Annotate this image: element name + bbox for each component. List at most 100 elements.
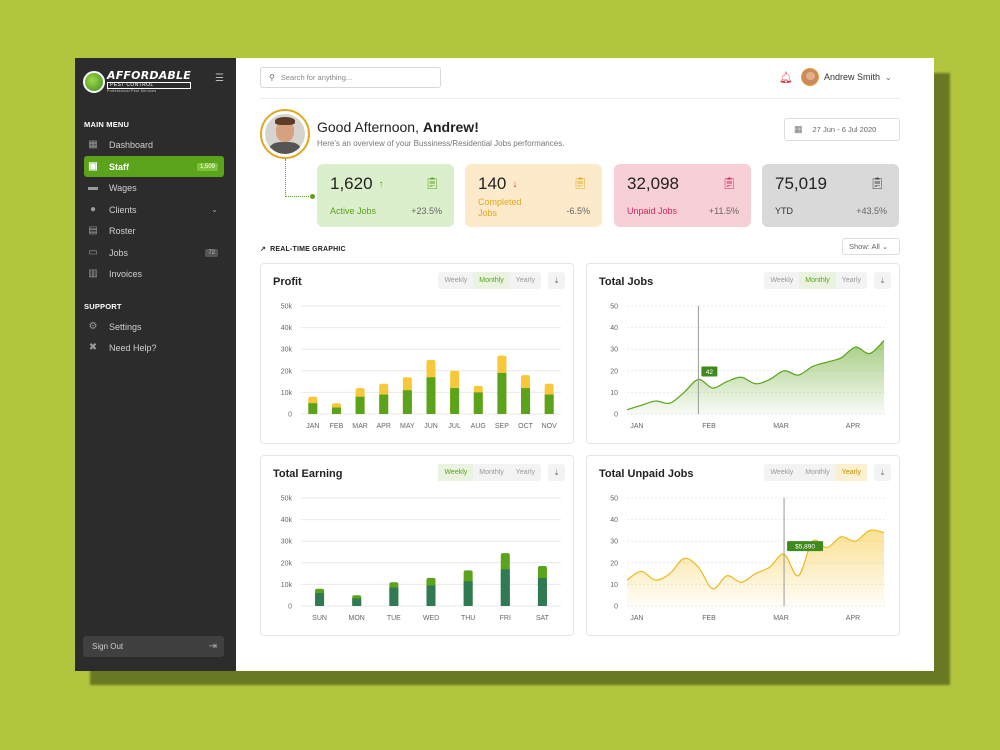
y-tick-label: 10k	[281, 390, 293, 397]
download-icon[interactable]: ⤓	[548, 272, 565, 289]
area-fill	[627, 340, 884, 414]
stat-card-completed-jobs[interactable]: 140 ↓ 📋︎ Completed Jobs -6.5%	[465, 164, 602, 227]
dashboard-icon: ▦	[88, 139, 98, 150]
stat-label: Completed Jobs	[478, 197, 522, 219]
bar-base-tue[interactable]	[389, 587, 399, 606]
sidebar-item-invoices[interactable]: ▥ Invoices	[84, 263, 224, 284]
bar-base-apr[interactable]	[379, 394, 389, 414]
logout-icon: ⇥	[208, 641, 217, 652]
chart-svg: 0 10 20 30 40 50 JAN FEB MAR APR 42	[610, 304, 887, 430]
x-tick-label: APR	[846, 615, 860, 622]
sidebar-item-wages[interactable]: ▬ Wages	[84, 177, 224, 198]
bar-base-jan[interactable]	[308, 403, 318, 414]
tab-monthly[interactable]: Monthly	[479, 469, 504, 476]
app-window: AFFORDABLE PEST CONTROL Professional Pes…	[75, 58, 934, 671]
x-tick-label: APR	[377, 423, 391, 430]
staff-badge-icon: ▣	[88, 161, 98, 172]
bar-base-wed[interactable]	[426, 585, 436, 606]
menu-toggle-icon[interactable]: ☰	[215, 73, 224, 84]
stat-label: YTD	[775, 206, 793, 216]
sidebar-item-roster[interactable]: ▤ Roster	[84, 220, 224, 241]
search-input[interactable]: ⚲ Search for anything...	[260, 67, 441, 88]
tab-yearly[interactable]: Yearly	[515, 469, 535, 476]
chart-title: Profit	[273, 276, 302, 288]
download-icon[interactable]: ⤓	[548, 464, 565, 481]
chart-title: Total Jobs	[599, 276, 654, 288]
bar-base-fri[interactable]	[500, 569, 510, 606]
sidebar-item-jobs[interactable]: ▭ Jobs 72	[84, 242, 224, 263]
search-icon: ⚲	[269, 73, 275, 82]
download-icon[interactable]: ⤓	[874, 464, 891, 481]
tab-monthly[interactable]: Monthly	[799, 272, 836, 289]
calendar-icon: ▦	[794, 124, 803, 134]
y-tick-label: 40	[610, 325, 618, 332]
bar-base-oct[interactable]	[521, 388, 531, 414]
sidebar-item-settings[interactable]: ⚙ Settings	[84, 316, 224, 337]
stat-card-ytd[interactable]: 75,019 📋︎ YTD +43.5%	[762, 164, 899, 227]
roster-icon: ▤	[88, 225, 98, 236]
sidebar-item-label: Staff	[109, 161, 129, 172]
user-menu[interactable]: Andrew Smith ⌄	[801, 68, 892, 86]
bar-base-may[interactable]	[402, 390, 412, 414]
stat-card-unpaid-jobs[interactable]: 32,098 📋︎ Unpaid Jobs +11.5%	[614, 164, 751, 227]
sign-out-button[interactable]: Sign Out ⇥	[83, 636, 224, 657]
tab-yearly[interactable]: Yearly	[835, 464, 867, 481]
bar-base-sun[interactable]	[315, 593, 325, 606]
y-tick-label: 20	[610, 560, 618, 567]
chart-card-total-jobs: Total Jobs Weekly Monthly Yearly ⤓ 0 10 20 30 40 5…	[586, 263, 900, 444]
chart-card-total-earning: Total Earning Weekly Monthly Yearly ⤓ 0 10k 20k…	[260, 455, 574, 636]
download-icon[interactable]: ⤓	[874, 272, 891, 289]
main-content: ⚲ Search for anything... 🔔︎ Andrew Smith…	[236, 58, 934, 671]
show-filter-select[interactable]: Show: All ⌄	[842, 238, 900, 255]
x-tick-label: MAY	[400, 423, 415, 430]
y-tick-label: 10	[610, 390, 618, 397]
company-logo[interactable]: AFFORDABLE PEST CONTROL Professional Pes…	[83, 66, 193, 98]
bar-base-jun[interactable]	[426, 377, 436, 414]
series-line[interactable]	[626, 340, 885, 411]
series-line[interactable]	[626, 529, 885, 590]
tab-yearly[interactable]: Yearly	[515, 277, 535, 284]
bar-base-sep[interactable]	[497, 372, 507, 414]
x-tick-label: JAN	[630, 423, 643, 430]
tab-weekly[interactable]: Weekly	[770, 277, 794, 284]
bar-base-sat[interactable]	[537, 577, 547, 606]
bar-base-feb[interactable]	[331, 407, 341, 414]
bar-base-aug[interactable]	[473, 392, 483, 414]
tab-monthly[interactable]: Monthly	[473, 272, 510, 289]
chart-card-total-unpaid-jobs: Total Unpaid Jobs Weekly Monthly Yearly ⤓ 0 10…	[586, 455, 900, 636]
briefcase-icon: ▭	[88, 247, 98, 258]
sidebar-item-label: Roster	[109, 225, 136, 236]
period-tabs: Weekly Monthly Yearly	[438, 464, 541, 481]
tab-weekly[interactable]: Weekly	[438, 464, 474, 481]
bar-base-mar[interactable]	[355, 396, 365, 414]
date-range-picker[interactable]: ▦ 27 Jun - 6 Jul 2020	[784, 118, 900, 141]
notification-bell-icon[interactable]: 🔔︎	[779, 72, 793, 84]
tab-weekly[interactable]: Weekly	[770, 469, 794, 476]
bar-base-jul[interactable]	[450, 388, 460, 414]
tab-monthly[interactable]: Monthly	[805, 469, 830, 476]
sidebar-item-clients[interactable]: ● Clients ⌄	[84, 199, 224, 220]
arrow-up-icon: ↑	[378, 178, 384, 190]
chart-title: Total Earning	[273, 468, 343, 480]
sidebar-item-help[interactable]: ✖ Need Help?	[84, 337, 224, 358]
sign-out-label: Sign Out	[92, 642, 124, 651]
bar-base-mon[interactable]	[352, 598, 362, 606]
greeting-title: Good Afternoon, Andrew!	[317, 119, 479, 135]
sidebar-item-dashboard[interactable]: ▦ Dashboard	[84, 134, 224, 155]
wallet-icon: ▬	[88, 182, 98, 193]
tab-weekly[interactable]: Weekly	[444, 277, 468, 284]
stat-card-active-jobs[interactable]: 1,620 ↑ 📋︎ Active Jobs +23.5%	[317, 164, 454, 227]
profile-photo[interactable]	[260, 109, 310, 159]
bar-base-nov[interactable]	[544, 394, 554, 414]
sidebar-item-staff[interactable]: ▣ Staff 1,509	[84, 156, 224, 177]
x-tick-label: FEB	[702, 615, 716, 622]
period-tabs: Weekly Monthly Yearly	[764, 464, 867, 481]
logo-sub-text: PEST CONTROL	[107, 82, 191, 90]
chevron-down-icon[interactable]: ⌄	[211, 205, 218, 214]
bar-base-thu[interactable]	[463, 581, 473, 606]
tab-yearly[interactable]: Yearly	[841, 277, 861, 284]
clipboard-clock-icon: 📋︎	[424, 176, 440, 190]
chart-svg: 0 10 20 30 40 50 JAN FEB MAR APR $5,890	[610, 496, 887, 622]
stat-value: 75,019	[775, 174, 827, 193]
sidebar-item-label: Settings	[109, 321, 142, 332]
